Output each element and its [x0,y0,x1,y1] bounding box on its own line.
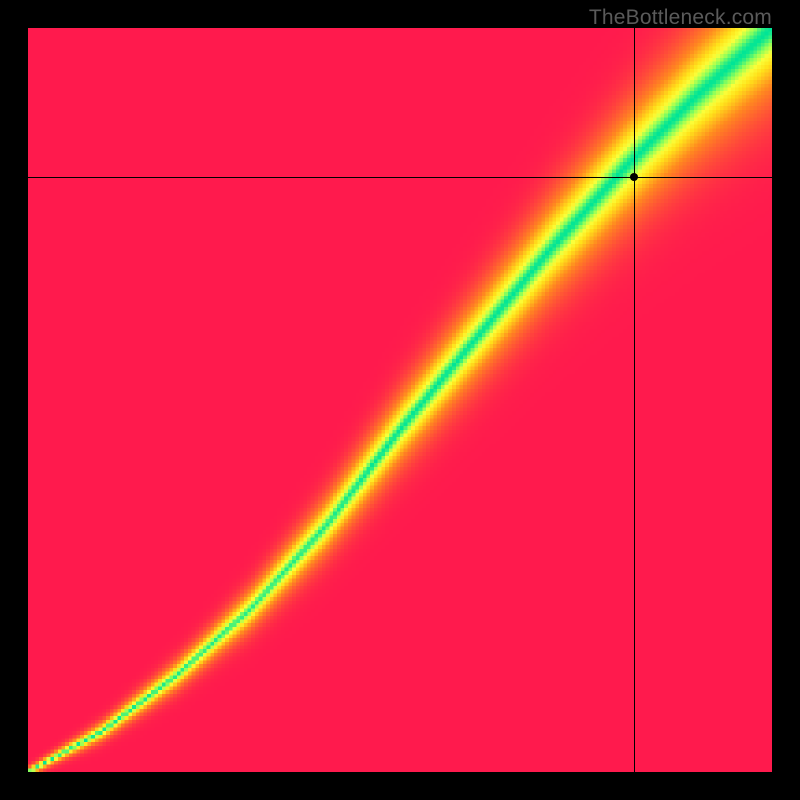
crosshair-horizontal [28,177,772,178]
heatmap-plot [28,28,772,772]
heatmap-canvas [28,28,772,772]
crosshair-dot [630,173,638,181]
crosshair-vertical [634,28,635,772]
watermark-text: TheBottleneck.com [589,6,772,30]
